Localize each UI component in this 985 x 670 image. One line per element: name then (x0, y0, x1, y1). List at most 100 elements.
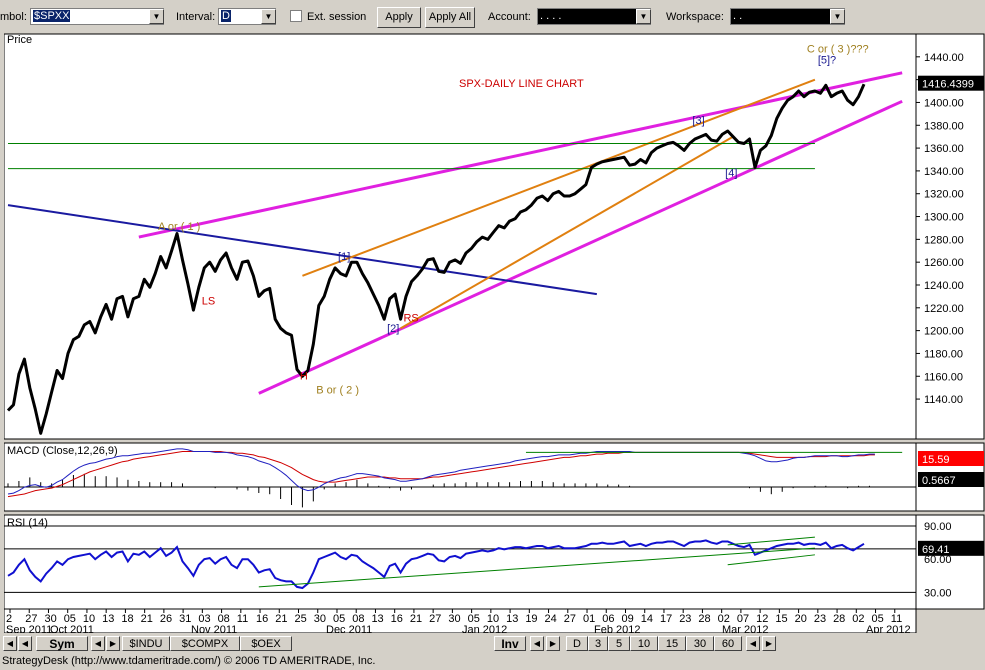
tab-interval-4[interactable]: 15 (658, 636, 686, 651)
inv-prev-icon[interactable]: ◀ (530, 636, 544, 651)
chart-svg: Price MACD (Close,12,26,9) RSI (14) 1140.00… (3, 33, 985, 636)
wave-annotation: RS (403, 312, 418, 324)
rsi-support-2-line (727, 554, 815, 566)
x-day-label: 21 (275, 613, 287, 625)
x-day-label: 02 (852, 613, 864, 625)
x-day-label: 13 (371, 613, 383, 625)
ext-session-checkbox[interactable] (290, 10, 302, 22)
tab-interval-6[interactable]: 60 (714, 636, 742, 651)
x-month-label: Oct 2011 (50, 624, 94, 633)
interval-dropdown-icon[interactable]: ▼ (261, 9, 276, 24)
apply-button[interactable]: Apply (377, 7, 421, 28)
wave-annotation: [1] (338, 251, 350, 263)
status-bar: StrategyDesk (http://www.tdameritrade.co… (0, 652, 985, 670)
price-last-label: 1416.4399 (922, 79, 974, 91)
x-day-label: 01 (583, 613, 595, 625)
wave-annotation: [2] (387, 323, 399, 335)
price-ytick-label: 1140.00 (924, 394, 963, 406)
x-month-label: Feb 2012 (594, 624, 640, 633)
symbol-dropdown-icon[interactable]: ▼ (149, 9, 164, 24)
x-day-label: 05 (64, 613, 76, 625)
apply-all-button[interactable]: Apply All (425, 7, 475, 28)
wave-annotation: [3] (692, 115, 704, 127)
workspace-select[interactable]: . . (730, 8, 845, 25)
sym-prev-icon[interactable]: ◀ (91, 636, 105, 651)
x-day-label: 30 (448, 613, 460, 625)
x-day-label: 2 (6, 613, 12, 625)
interval-label: Interval: (176, 11, 216, 23)
account-select[interactable]: . . . . (537, 8, 651, 25)
tab-scroll-left-icon[interactable]: ◀ (3, 636, 17, 651)
x-day-label: 21 (410, 613, 422, 625)
x-day-label: 08 (218, 613, 230, 625)
x-day-label: 20 (795, 613, 807, 625)
sym-next-icon[interactable]: ▶ (106, 636, 120, 651)
wave-annotation: LS (202, 295, 215, 307)
rsi-ytick-label: 30.00 (924, 587, 952, 599)
x-day-label: 05 (872, 613, 884, 625)
x-day-label: 10 (487, 613, 499, 625)
workspace-value: . . (733, 10, 743, 22)
price-ytick-label: 1160.00 (924, 371, 963, 383)
workspace-label: Workspace: (666, 11, 724, 23)
wave-annotation: C or ( 3 )??? (807, 43, 869, 55)
price-ytick-label: 1400.00 (924, 97, 964, 109)
tab-interval-3[interactable]: 10 (630, 636, 658, 651)
x-day-label: 17 (660, 613, 672, 625)
x-day-label: 07 (737, 613, 749, 625)
rsi-resist-line (727, 536, 815, 546)
x-day-label: 15 (775, 613, 787, 625)
price-ytick-label: 1260.00 (924, 257, 964, 269)
x-day-label: 08 (352, 613, 364, 625)
account-dropdown-icon[interactable]: ▼ (636, 9, 651, 24)
x-day-label: 19 (525, 613, 537, 625)
symbol-input[interactable]: $SPXX (30, 8, 164, 25)
wave-annotation: B or ( 2 ) (316, 384, 359, 396)
x-day-label: 12 (756, 613, 768, 625)
price-ytick-label: 1340.00 (924, 166, 964, 178)
orange-upper-line (302, 78, 816, 277)
tab-interval-5[interactable]: 30 (686, 636, 714, 651)
rsi-value-label: 69.41 (922, 544, 950, 556)
x-day-label: 03 (198, 613, 210, 625)
price-ytick-label: 1360.00 (924, 143, 964, 155)
price-ytick-label: 1280.00 (924, 234, 964, 246)
macd-value-box (918, 451, 984, 466)
tab-scroll-left2-icon[interactable]: ◀ (18, 636, 32, 651)
upper-channel-line (138, 71, 903, 239)
interval-next-icon[interactable]: ▶ (762, 636, 776, 651)
workspace-dropdown-icon[interactable]: ▼ (830, 9, 845, 24)
tab-interval-2[interactable]: 5 (608, 636, 630, 651)
x-day-label: 25 (295, 613, 307, 625)
x-day-label: 26 (160, 613, 172, 625)
tab-symbol-0[interactable]: $INDU (122, 636, 170, 651)
x-day-label: 27 (25, 613, 37, 625)
tab-interval-0[interactable]: D (566, 636, 588, 651)
chart-area: Price MACD (Close,12,26,9) RSI (14) 1140.00… (3, 31, 985, 636)
rsi-line (7, 539, 865, 590)
x-day-label: 14 (641, 613, 653, 625)
x-day-label: 10 (83, 613, 95, 625)
wave-annotation: [4] (725, 168, 737, 180)
x-day-label: 11 (237, 613, 248, 625)
x-month-label: Apr 2012 (866, 624, 911, 633)
x-day-label: 28 (833, 613, 845, 625)
status-text: StrategyDesk (http://www.tdameritrade.co… (2, 655, 376, 667)
x-day-label: 16 (391, 613, 403, 625)
interval-prev-icon[interactable]: ◀ (746, 636, 760, 651)
inv-next-icon[interactable]: ▶ (546, 636, 560, 651)
tab-interval-1[interactable]: 3 (588, 636, 608, 651)
tab-sym[interactable]: Sym (36, 636, 88, 651)
price-ytick-label: 1320.00 (924, 189, 964, 201)
x-day-label: 02 (718, 613, 730, 625)
x-month-label: Nov 2011 (191, 624, 237, 633)
wave-annotation: [5]? (818, 55, 836, 67)
x-day-label: 05 (468, 613, 480, 625)
price-ytick-label: 1200.00 (924, 326, 964, 338)
interval-value: D (221, 10, 231, 22)
tab-inv[interactable]: Inv (494, 636, 526, 651)
tab-symbol-1[interactable]: $COMPX (170, 636, 240, 651)
price-series-line (6, 83, 866, 435)
tab-symbol-2[interactable]: $OEX (240, 636, 292, 651)
macd-signal-label: 0.5667 (922, 475, 956, 487)
